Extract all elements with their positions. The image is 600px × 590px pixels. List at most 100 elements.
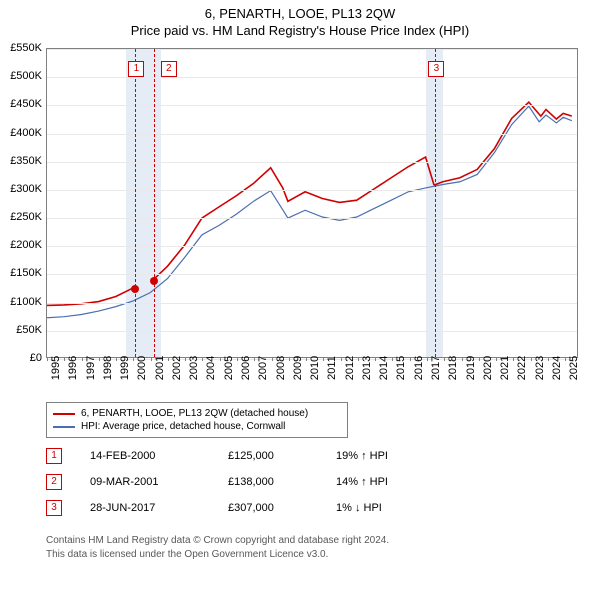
x-tick — [358, 357, 359, 361]
x-tick — [289, 357, 290, 361]
x-axis-label: 2001 — [154, 356, 166, 380]
sale-row: 2 09-MAR-2001 £138,000 14% ↑ HPI — [46, 474, 566, 490]
x-tick — [341, 357, 342, 361]
x-axis-label: 2011 — [326, 356, 338, 380]
x-axis-label: 2003 — [188, 356, 200, 380]
legend: 6, PENARTH, LOOE, PL13 2QW (detached hou… — [46, 402, 348, 438]
gridline — [47, 303, 577, 304]
gridline — [47, 246, 577, 247]
y-axis-label: £450K — [2, 98, 42, 110]
sale-price: £138,000 — [228, 476, 308, 488]
sale-hpi-delta: 1% ↓ HPI — [336, 502, 436, 514]
sale-vline — [135, 49, 136, 357]
x-axis-label: 2024 — [551, 356, 563, 380]
x-tick — [392, 357, 393, 361]
sale-marker-box: 3 — [428, 61, 444, 77]
x-tick — [47, 357, 48, 361]
x-axis-label: 2018 — [447, 356, 459, 380]
y-axis-label: £0 — [2, 352, 42, 364]
x-axis-label: 2015 — [395, 356, 407, 380]
x-axis-label: 2008 — [275, 356, 287, 380]
x-axis-label: 2017 — [430, 356, 442, 380]
x-tick — [151, 357, 152, 361]
x-axis-label: 1997 — [85, 356, 97, 380]
sale-date: 09-MAR-2001 — [90, 476, 200, 488]
sale-index-box: 3 — [46, 500, 62, 516]
gridline — [47, 331, 577, 332]
sale-price: £307,000 — [228, 502, 308, 514]
legend-item: 6, PENARTH, LOOE, PL13 2QW (detached hou… — [53, 407, 341, 420]
y-axis-label: £300K — [2, 183, 42, 195]
x-tick — [531, 357, 532, 361]
x-tick — [220, 357, 221, 361]
x-tick — [479, 357, 480, 361]
sale-row: 3 28-JUN-2017 £307,000 1% ↓ HPI — [46, 500, 566, 516]
x-axis-label: 2025 — [568, 356, 580, 380]
sale-date: 14-FEB-2000 — [90, 450, 200, 462]
y-axis-label: £350K — [2, 155, 42, 167]
x-tick — [375, 357, 376, 361]
x-tick — [410, 357, 411, 361]
sale-vline — [154, 49, 155, 357]
legend-label: 6, PENARTH, LOOE, PL13 2QW (detached hou… — [81, 408, 308, 419]
x-tick — [133, 357, 134, 361]
x-axis-label: 1996 — [67, 356, 79, 380]
x-axis-label: 2013 — [361, 356, 373, 380]
attribution-line-1: Contains HM Land Registry data © Crown c… — [46, 534, 566, 548]
x-axis-label: 2000 — [136, 356, 148, 380]
gridline — [47, 105, 577, 106]
sale-vline — [435, 49, 436, 357]
x-axis-label: 2002 — [171, 356, 183, 380]
x-tick — [462, 357, 463, 361]
legend-label: HPI: Average price, detached house, Corn… — [81, 421, 285, 432]
x-axis-label: 2020 — [482, 356, 494, 380]
x-tick — [64, 357, 65, 361]
gridline — [47, 77, 577, 78]
gridline — [47, 218, 577, 219]
sale-date: 28-JUN-2017 — [90, 502, 200, 514]
y-axis-label: £250K — [2, 211, 42, 223]
y-axis-label: £400K — [2, 127, 42, 139]
sale-index-box: 2 — [46, 474, 62, 490]
x-tick — [565, 357, 566, 361]
x-tick — [496, 357, 497, 361]
gridline — [47, 49, 577, 50]
sale-marker-box: 1 — [128, 61, 144, 77]
series-line — [47, 106, 572, 318]
x-tick — [548, 357, 549, 361]
legend-item: HPI: Average price, detached house, Corn… — [53, 420, 341, 433]
x-axis-label: 2023 — [534, 356, 546, 380]
x-tick — [427, 357, 428, 361]
x-axis-label: 1999 — [119, 356, 131, 380]
x-axis-label: 2022 — [516, 356, 528, 380]
y-axis-label: £100K — [2, 296, 42, 308]
sale-dot — [131, 285, 139, 293]
sale-marker-box: 2 — [161, 61, 177, 77]
legend-swatch — [53, 413, 75, 415]
x-tick — [82, 357, 83, 361]
gridline — [47, 162, 577, 163]
x-tick — [116, 357, 117, 361]
sale-hpi-delta: 14% ↑ HPI — [336, 476, 436, 488]
series-line — [434, 102, 572, 185]
x-axis-label: 2016 — [413, 356, 425, 380]
x-axis-label: 2009 — [292, 356, 304, 380]
x-axis-label: 2019 — [465, 356, 477, 380]
chart-title: 6, PENARTH, LOOE, PL13 2QW — [0, 0, 600, 21]
x-tick — [513, 357, 514, 361]
line-layer — [47, 49, 577, 357]
x-tick — [444, 357, 445, 361]
y-axis-label: £200K — [2, 239, 42, 251]
x-tick — [202, 357, 203, 361]
x-axis-label: 2012 — [344, 356, 356, 380]
x-tick — [254, 357, 255, 361]
x-axis-label: 2004 — [205, 356, 217, 380]
attribution-line-2: This data is licensed under the Open Gov… — [46, 548, 566, 562]
sale-dot — [150, 277, 158, 285]
chart-subtitle: Price paid vs. HM Land Registry's House … — [0, 21, 600, 38]
y-axis-label: £150K — [2, 267, 42, 279]
legend-swatch — [53, 426, 75, 428]
y-axis-label: £500K — [2, 70, 42, 82]
x-tick — [185, 357, 186, 361]
x-axis-label: 1995 — [50, 356, 62, 380]
